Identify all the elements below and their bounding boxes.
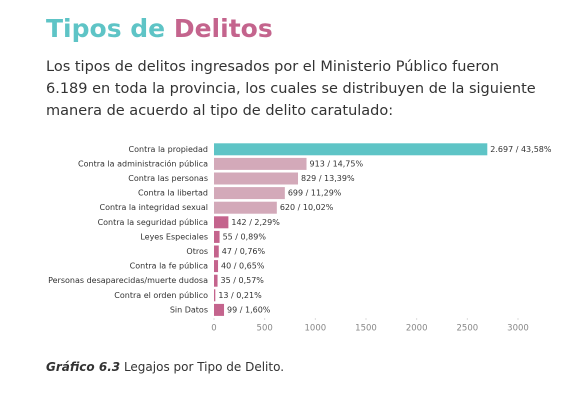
category-label: Contra la integridad sexual [99, 203, 208, 212]
bar [214, 274, 218, 287]
x-tick-label: 0 [211, 324, 216, 334]
value-label: 99 / 1,60% [227, 305, 271, 314]
bar [214, 303, 225, 316]
chart-title: Tipos de Delitos [46, 14, 273, 43]
category-label: Contra las personas [128, 174, 208, 183]
value-label: 2.697 / 43,58% [490, 145, 552, 154]
bar [214, 187, 285, 200]
bar [214, 157, 307, 170]
x-tick-label: 1000 [305, 324, 327, 334]
caption: Gráfico 6.3 Legajos por Tipo de Delito. [46, 360, 284, 374]
value-label: 55 / 0,89% [223, 232, 267, 241]
category-label: Contra la seguridad pública [98, 218, 209, 227]
category-label: Contra el orden público [114, 291, 208, 300]
x-tick-label: 3000 [507, 324, 529, 334]
value-label: 40 / 0,65% [221, 262, 265, 271]
category-label: Otros [186, 247, 208, 256]
category-label: Personas desaparecidas/muerte dudosa [48, 276, 208, 285]
bar [214, 260, 219, 273]
bar [214, 201, 277, 214]
subtitle: Los tipos de delitos ingresados por el M… [46, 59, 536, 119]
category-label: Contra la fe pública [130, 262, 208, 271]
bar [214, 143, 488, 156]
value-label: 142 / 2,29% [231, 218, 280, 227]
value-label: 47 / 0,76% [222, 247, 266, 256]
bar [214, 216, 229, 229]
bar [214, 230, 220, 243]
category-label: Leyes Especiales [140, 232, 208, 241]
value-label: 35 / 0,57% [221, 276, 265, 285]
bar [214, 289, 216, 302]
value-label: 13 / 0,21% [218, 291, 262, 300]
category-label: Sin Datos [170, 305, 208, 314]
value-label: 829 / 13,39% [301, 174, 355, 183]
category-label: Contra la propiedad [129, 145, 208, 154]
bar [214, 172, 299, 185]
x-tick-label: 2000 [406, 324, 428, 334]
value-label: 699 / 11,29% [288, 189, 342, 198]
value-label: 620 / 10,02% [280, 203, 334, 212]
value-label: 913 / 14,75% [310, 159, 364, 168]
caption-text: Legajos por Tipo de Delito. [124, 360, 284, 374]
x-tick-label: 2500 [457, 324, 479, 334]
bar [214, 245, 219, 258]
category-label: Contra la libertad [138, 189, 208, 198]
category-label: Contra la administración pública [78, 158, 208, 168]
x-tick-label: 500 [257, 324, 273, 334]
x-tick-label: 1500 [355, 324, 377, 334]
caption-label: Gráfico 6.3 [46, 360, 120, 374]
